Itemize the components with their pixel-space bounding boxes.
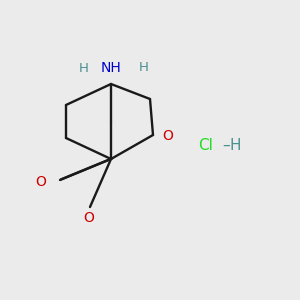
Text: –: –: [222, 138, 230, 153]
Text: Cl: Cl: [198, 138, 213, 153]
Text: O: O: [83, 211, 94, 224]
Text: O: O: [163, 130, 173, 143]
Text: NH: NH: [100, 61, 122, 74]
Text: H: H: [79, 62, 89, 76]
Text: H: H: [230, 138, 241, 153]
Text: O: O: [35, 175, 46, 188]
Text: H: H: [139, 61, 149, 74]
